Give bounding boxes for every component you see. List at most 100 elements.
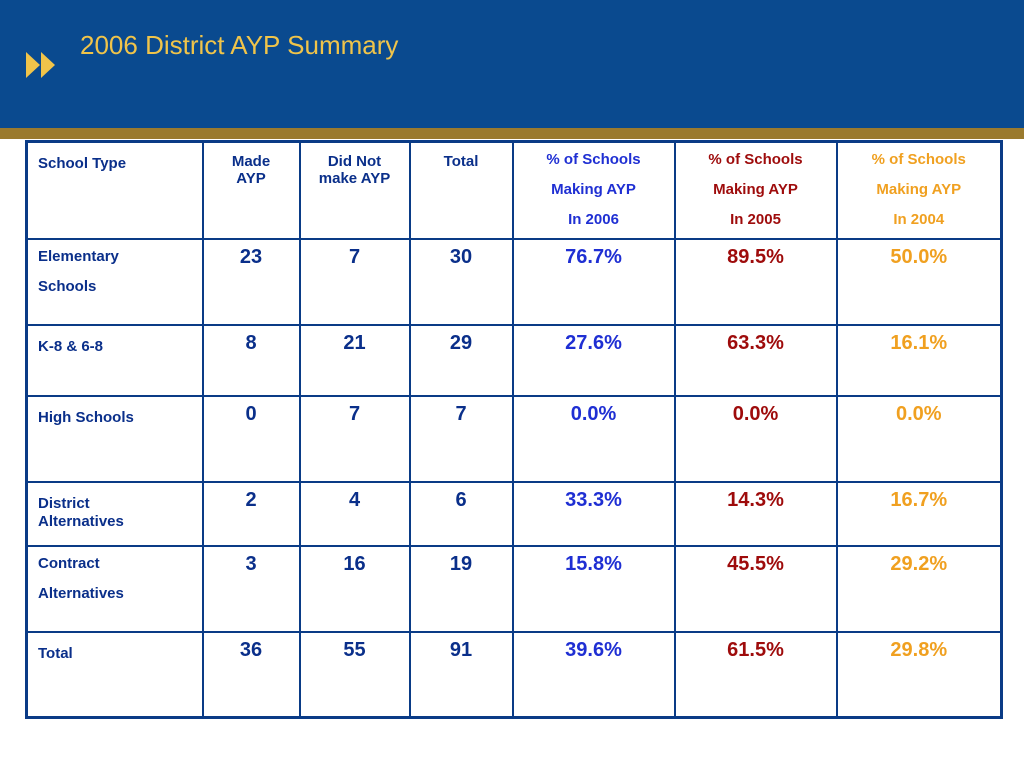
header-2004-line3: In 2004 [893,211,945,228]
cell-pct-2005: 45.5% [673,544,838,633]
header-total-label: Total [443,153,479,170]
cell-pct-2006: 0.0% [511,394,676,483]
row-label-line1: High Schools [38,408,134,426]
cell-made-value: 8 [245,331,257,354]
cell-made: 8 [201,323,301,397]
cell-didnot: 55 [298,630,411,719]
cell-made-value: 3 [245,552,257,575]
cell-made: 36 [201,630,301,719]
cell-didnot: 7 [298,394,411,483]
cell-pct-2004-value: 29.2% [890,552,948,575]
cell-made: 3 [201,544,301,633]
table-row: Contract Alternatives 3 16 19 15.8% 45.5%… [25,544,1003,633]
header-2006-line1: % of Schools [546,151,641,168]
header-pct-2005: % of Schools Making AYP In 2005 [673,140,838,240]
header-made-line2: AYP [236,170,266,187]
cell-pct-2004: 50.0% [835,237,1003,326]
header-pct-2004: % of Schools Making AYP In 2004 [835,140,1003,240]
header-didnot-line1: Did Not [327,153,382,170]
cell-made: 0 [201,394,301,483]
cell-didnot-value: 7 [348,245,361,268]
row-label: District Alternatives [25,480,204,547]
row-label-line1: K-8 & 6-8 [38,337,104,355]
cell-pct-2004-value: 0.0% [895,402,942,425]
cell-pct-2006-value: 15.8% [565,552,622,575]
cell-didnot-value: 21 [343,331,366,354]
cell-pct-2006-value: 0.0% [570,402,617,425]
cell-pct-2005-value: 0.0% [732,402,779,425]
cell-made: 23 [201,237,301,326]
cell-pct-2006: 27.6% [511,323,676,397]
title-banner [0,0,1024,128]
table-row: High Schools 0 7 7 0.0% 0.0% 0.0% [25,394,1003,483]
ayp-summary-table: School Type Made AYP Did Not make AYP Tota… [25,140,1003,719]
header-2006-line2: Making AYP [551,181,636,198]
cell-pct-2004-value: 29.8% [890,638,948,661]
row-label-line1: District [38,494,90,512]
table-header-row: School Type Made AYP Did Not make AYP Tota… [25,140,1003,240]
header-2004-line1: % of Schools [871,151,966,168]
header-school-type: School Type [25,140,204,240]
table-row: K-8 & 6-8 8 21 29 27.6% 63.3% 16.1% [25,323,1003,397]
cell-didnot-value: 55 [343,638,366,661]
cell-pct-2005: 14.3% [673,480,838,547]
row-label-line1: Total [38,644,73,662]
row-label: Total [25,630,204,719]
cell-pct-2006: 33.3% [511,480,676,547]
cell-pct-2005-value: 14.3% [727,488,784,511]
cell-pct-2005: 61.5% [673,630,838,719]
cell-pct-2004: 16.7% [835,480,1003,547]
table-row-total: Total 36 55 91 39.6% 61.5% 29.8% [25,630,1003,719]
cell-total: 6 [408,480,514,547]
cell-total-value: 29 [449,331,473,354]
cell-total: 30 [408,237,514,326]
row-label: Elementary Schools [25,237,204,326]
cell-pct-2006: 76.7% [511,237,676,326]
cell-made-value: 2 [245,488,257,511]
cell-total-value: 30 [449,245,473,268]
cell-pct-2005: 89.5% [673,237,838,326]
cell-pct-2004: 16.1% [835,323,1003,397]
header-school-type-label: School Type [38,155,127,172]
cell-didnot: 4 [298,480,411,547]
cell-made-value: 36 [239,638,263,661]
row-label-line2: Schools [38,277,97,295]
cell-pct-2006: 39.6% [511,630,676,719]
cell-pct-2006-value: 76.7% [565,245,622,268]
cell-pct-2004-value: 16.7% [890,488,948,511]
cell-total: 91 [408,630,514,719]
cell-made: 2 [201,480,301,547]
cell-pct-2006-value: 33.3% [565,488,622,511]
cell-pct-2006-value: 27.6% [565,331,622,354]
double-arrow-icon [26,52,55,78]
cell-pct-2006: 15.8% [511,544,676,633]
table-row: District Alternatives 2 4 6 33.3% 14.3% 1… [25,480,1003,547]
row-label: K-8 & 6-8 [25,323,204,397]
cell-pct-2004-value: 16.1% [890,331,948,354]
row-label: Contract Alternatives [25,544,204,633]
cell-pct-2005: 0.0% [673,394,838,483]
cell-didnot: 21 [298,323,411,397]
cell-didnot: 7 [298,237,411,326]
page-title: 2006 District AYP Summary [80,30,399,60]
cell-total: 29 [408,323,514,397]
row-label-line2: Alternatives [38,512,124,530]
cell-didnot-value: 4 [348,488,361,511]
gold-divider [0,128,1024,139]
cell-pct-2004: 29.8% [835,630,1003,719]
cell-total: 7 [408,394,514,483]
header-2004-line2: Making AYP [876,181,962,198]
header-made-ayp: Made AYP [201,140,301,240]
header-pct-2006: % of Schools Making AYP In 2006 [511,140,676,240]
cell-pct-2004: 29.2% [835,544,1003,633]
header-2006-line3: In 2006 [568,211,619,228]
row-label-line1: Contract [38,554,100,572]
cell-total-value: 7 [455,402,467,425]
header-2005-line1: % of Schools [708,151,803,168]
header-total: Total [408,140,514,240]
cell-pct-2005-value: 89.5% [727,245,784,268]
cell-didnot-value: 16 [343,552,366,575]
cell-made-value: 23 [239,245,263,268]
cell-pct-2005-value: 63.3% [727,331,784,354]
cell-pct-2005-value: 45.5% [727,552,784,575]
